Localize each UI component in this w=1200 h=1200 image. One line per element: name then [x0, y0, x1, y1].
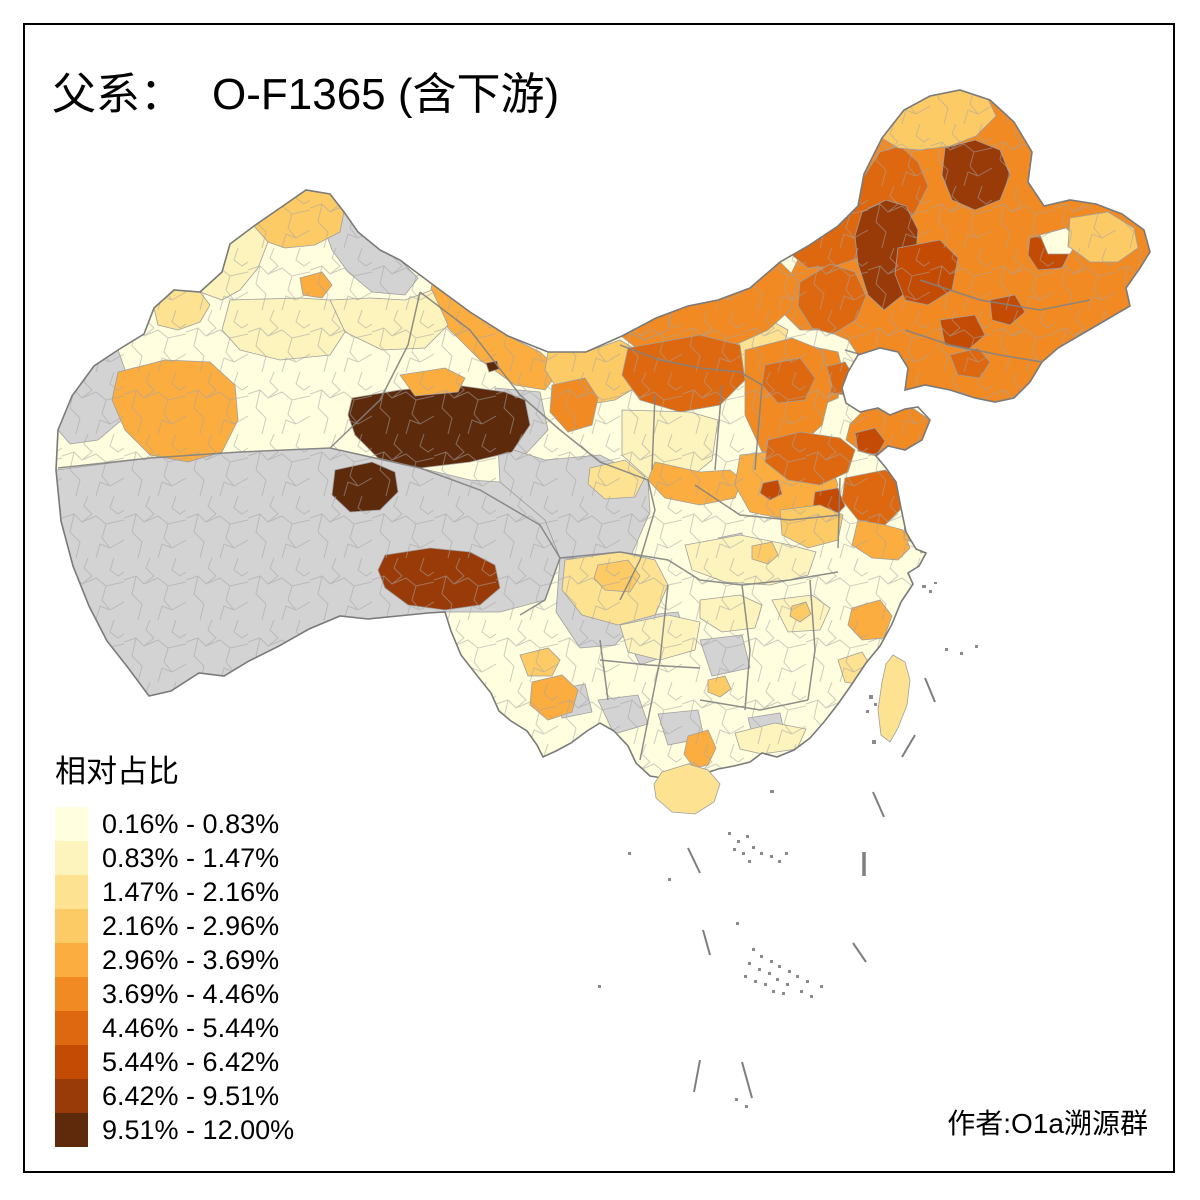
legend-row: 1.47% - 2.16%: [55, 875, 294, 909]
legend-label: 5.44% - 6.42%: [102, 1047, 280, 1077]
legend-swatch: [55, 875, 88, 909]
attribution: 作者:O1a溯源群: [947, 1108, 1148, 1139]
title-prefix: 父系：: [52, 70, 184, 119]
map-legend: 相对占比 0.16% - 0.83% 0.83% - 1.47% 1.47% - 2…: [55, 746, 294, 1147]
taiwan-island: [877, 654, 911, 743]
legend-label: 2.96% - 3.69%: [102, 945, 280, 975]
legend-title: 相对占比: [55, 754, 179, 789]
legend-label: 9.51% - 12.00%: [102, 1115, 295, 1145]
legend-swatch: [55, 1113, 88, 1147]
legend-row: 9.51% - 12.00%: [55, 1113, 294, 1147]
prefecture-borders-texture: [56, 90, 1150, 808]
legend-swatch: [55, 841, 88, 875]
province-borders: [57, 279, 1091, 761]
hainan-island: [653, 763, 721, 815]
legend-swatch: [55, 1079, 88, 1113]
legend-swatch: [55, 1011, 88, 1045]
legend-swatch: [55, 807, 88, 841]
legend-row: 5.44% - 6.42%: [55, 1045, 294, 1079]
title-haplogroup: O-F1365 (含下游): [212, 70, 560, 119]
legend-label: 0.83% - 1.47%: [102, 843, 280, 873]
legend-rows: 0.16% - 0.83% 0.83% - 1.47% 1.47% - 2.16% 2…: [55, 807, 294, 1147]
legend-label: 6.42% - 9.51%: [102, 1081, 280, 1111]
legend-row: 6.42% - 9.51%: [55, 1079, 294, 1113]
legend-row: 2.96% - 3.69%: [55, 943, 294, 977]
legend-row: 3.69% - 4.46%: [55, 977, 294, 1011]
legend-swatch: [55, 943, 88, 977]
legend-label: 3.69% - 4.46%: [102, 979, 280, 1009]
page-title: 父系： O-F1365 (含下游): [52, 58, 559, 122]
legend-label: 4.46% - 5.44%: [102, 1013, 280, 1043]
legend-label: 2.16% - 2.96%: [102, 911, 280, 941]
legend-label: 1.47% - 2.16%: [102, 877, 280, 907]
legend-row: 0.16% - 0.83%: [55, 807, 294, 841]
legend-swatch: [55, 977, 88, 1011]
nine-dash-line: [687, 677, 936, 1099]
legend-swatch: [55, 909, 88, 943]
island-specks: [598, 582, 978, 1108]
legend-row: 4.46% - 5.44%: [55, 1011, 294, 1045]
legend-label: 0.16% - 0.83%: [102, 809, 280, 839]
mainland-outline: [55, 89, 1151, 811]
plot-frame: [23, 23, 1175, 1173]
legend-row: 2.16% - 2.96%: [55, 909, 294, 943]
legend-row: 0.83% - 1.47%: [55, 841, 294, 875]
legend-swatch: [55, 1045, 88, 1079]
